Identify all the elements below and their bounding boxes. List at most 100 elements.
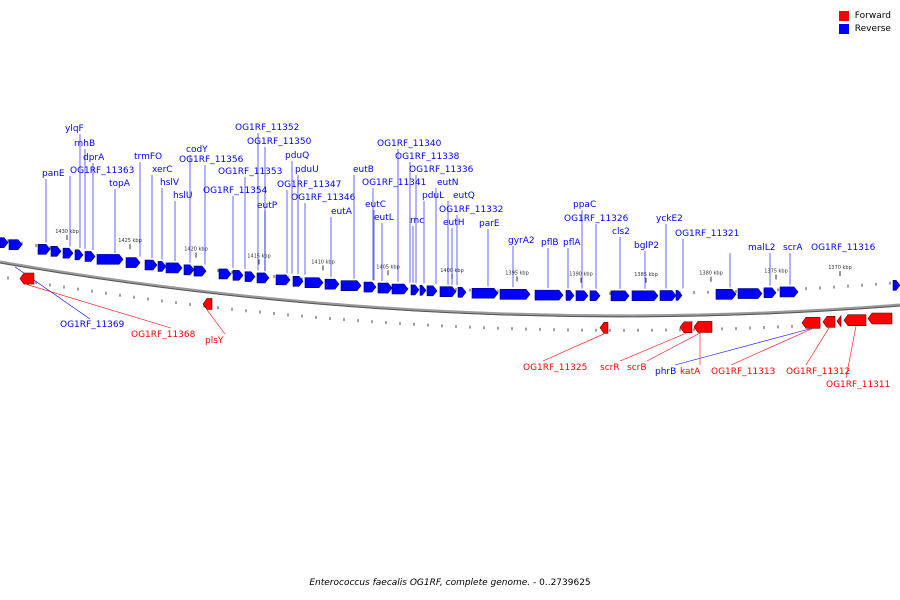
legend-reverse-label: Reverse (854, 23, 891, 34)
label-leader (730, 328, 813, 366)
forward-gene-arrow (822, 316, 836, 328)
forward-gene-label: OG1RF_11311 (826, 380, 890, 390)
kbp-tick-label: 1425 kbp (118, 238, 142, 244)
reverse-gene-label: codY (186, 145, 208, 155)
reverse-gene-label: OG1RF_11332 (439, 205, 503, 215)
reverse-gene-label: ylqF (65, 124, 84, 134)
reverse-gene-label: bglP2 (634, 241, 659, 251)
reverse-gene-label: scrA (783, 243, 803, 253)
reverse-gene-label: pflB (541, 238, 559, 248)
reverse-gene-arrow (410, 284, 420, 296)
map-caption: Enterococcus faecalis OG1RF, complete ge… (0, 578, 900, 588)
reverse-gene-label: OG1RF_11369 (60, 320, 125, 330)
label-leader (206, 309, 226, 335)
reverse-gene-arrow (659, 290, 677, 301)
reverse-gene-arrow (244, 271, 256, 282)
reverse-gene-arrow (419, 285, 427, 296)
reverse-gene-arrow (256, 272, 270, 284)
reverse-gene-arrow (715, 289, 737, 300)
label-leader (805, 327, 830, 366)
reverse-gene-arrow (157, 261, 167, 272)
reverse-gene-arrow (565, 290, 575, 301)
reverse-gene-arrow (193, 265, 207, 277)
reverse-gene-arrow (74, 249, 84, 261)
label-leader (674, 328, 811, 366)
reverse-gene-label: rnhB (74, 139, 95, 149)
reverse-gene-label: cls2 (612, 227, 630, 237)
reverse-gene-arrow (589, 290, 601, 302)
reverse-gene-arrow (610, 290, 630, 302)
forward-gene-label: OG1RF_11312 (786, 367, 850, 377)
forward-gene-arrow (836, 314, 842, 328)
reverse-gene-label: gyrA2 (508, 236, 535, 246)
reverse-gene-label: eutH (443, 218, 465, 228)
reverse-gene-arrow (50, 245, 62, 257)
reverse-gene-label: yckE2 (656, 214, 683, 224)
reverse-gene-label: OG1RF_11356 (179, 155, 244, 165)
reverse-gene-label: dprA (83, 153, 105, 163)
reverse-gene-label: trmFO (134, 152, 162, 162)
kbp-tick-label: 1370 kbp (828, 265, 852, 271)
reverse-gene-label: hslU (173, 191, 192, 201)
kbp-tick-label: 1430 kbp (55, 229, 79, 235)
reverse-gene-label: OG1RF_11336 (409, 165, 474, 175)
reverse-gene-arrow (324, 278, 340, 290)
kbp-tick-label: 1395 kbp (505, 270, 529, 276)
label-leader (646, 332, 701, 362)
reverse-gene-label: eutB (353, 165, 374, 175)
kbp-tick-label: 1420 kbp (184, 247, 208, 253)
legend-reverse: Reverse (838, 22, 891, 35)
reverse-gene-label: OG1RF_11347 (277, 180, 341, 190)
reverse-gene-label: pduU (295, 165, 319, 175)
reverse-gene-label: OG1RF_11326 (564, 214, 629, 224)
reverse-gene-arrow (340, 280, 362, 291)
reverse-gene-arrow (304, 277, 324, 288)
forward-gene-label: OG1RF_11325 (523, 363, 587, 373)
reverse-gene-arrow (84, 251, 96, 262)
legend: Forward Reverse (838, 9, 891, 35)
reverse-gene-label: topA (109, 179, 131, 189)
forward-gene-arrow (843, 314, 867, 327)
forward-gene-arrow (867, 312, 893, 325)
forward-gene-arrow (693, 321, 713, 333)
genome-backbone (0, 260, 900, 318)
kbp-tick-label: 1415 kbp (247, 254, 271, 260)
reverse-gene-label: pduL (422, 191, 444, 201)
forward-gene-arrow (801, 317, 821, 329)
reverse-gene-label: OG1RF_11321 (675, 229, 739, 239)
label-leader (845, 326, 857, 379)
reverse-gene-arrow (675, 290, 683, 301)
reverse-gene-label: eutQ (453, 191, 475, 201)
reverse-gene-label: OG1RF_11350 (247, 137, 312, 147)
forward-gene-arrow (19, 272, 35, 285)
reverse-gene-label: eutL (374, 213, 394, 223)
reverse-gene-label: eutP (257, 201, 278, 211)
reverse-gene-arrow (391, 283, 409, 295)
forward-gene-arrow (202, 298, 213, 310)
reverse-gene-label: OG1RF_11341 (362, 178, 426, 188)
legend-forward: Forward (838, 9, 891, 22)
reverse-gene-label: panE (42, 169, 65, 179)
reverse-gene-label: OG1RF_11340 (377, 139, 442, 149)
kbp-tick-label: 1390 kbp (569, 272, 593, 278)
kbp-tick-label: 1375 kbp (764, 268, 788, 274)
gene-labels: ylqF rnhB dprA panE OG1RF_11363 topA trmFO xerC… (42, 123, 890, 390)
reverse-gene-label: malL2 (748, 243, 776, 253)
reverse-gene-label: OG1RF_11352 (235, 123, 299, 133)
reverse-gene-label: pduQ (285, 151, 309, 161)
reverse-gene-arrow (377, 282, 393, 294)
reverse-gene-arrow (37, 244, 51, 255)
reverse-gene-arrow (439, 286, 457, 297)
reverse-gene-arrow (471, 287, 499, 299)
kbp-tick-label: 1385 kbp (634, 272, 658, 278)
reverse-gene-label: eutC (365, 200, 386, 210)
legend-forward-label: Forward (854, 10, 891, 21)
reverse-gene-arrow (292, 275, 304, 287)
reverse-swatch (838, 23, 849, 34)
forward-gene-label: scrR (600, 363, 620, 373)
reverse-gene-arrow (8, 239, 23, 250)
label-leader (619, 332, 687, 362)
label-leaders (14, 133, 857, 379)
reverse-gene-label: OG1RF_11354 (203, 186, 268, 196)
